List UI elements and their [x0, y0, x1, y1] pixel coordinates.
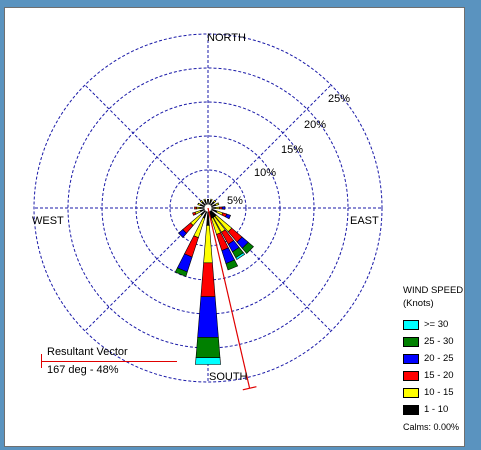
legend-swatch [403, 404, 419, 415]
petal-segment-202.5-4 [174, 267, 188, 277]
legend-label: 20 - 25 [424, 353, 454, 364]
resultant-vector-arrow [207, 207, 257, 391]
resultant-vector-line-main [207, 207, 251, 389]
petal-segment-146.25-5 [235, 252, 246, 261]
direction-label-west: WEST [32, 215, 64, 227]
legend-title: WIND SPEED [403, 285, 464, 296]
chart-frame: NORTH SOUTH WEST EAST 5% 10% 15% 20% 25%… [4, 7, 465, 447]
petal-segment-180-5 [195, 357, 221, 365]
petal-segment-315-1 [199, 199, 204, 204]
resultant-vector-line [41, 361, 177, 362]
legend-item: 1 - 10 [403, 401, 473, 418]
petal-segment-270-2 [194, 206, 197, 210]
direction-label-south: SOUTH [209, 371, 248, 383]
legend-item: >= 30 [403, 316, 473, 333]
legend-swatch [403, 353, 419, 364]
petal-segment-45-1 [212, 199, 217, 204]
petal-segment-270-0 [199, 207, 205, 209]
legend-item: 20 - 25 [403, 350, 473, 367]
grid-spoke-225 [84, 207, 209, 332]
petal-segment-90-1 [215, 206, 220, 210]
petal-segment-135-4 [241, 241, 254, 254]
wind-rose-chart: NORTH SOUTH WEST EAST 5% 10% 15% 20% 25% [32, 32, 383, 391]
labels: NORTH SOUTH WEST EAST 5% 10% 15% 20% 25% [32, 32, 379, 383]
legend-item: 25 - 30 [403, 333, 473, 350]
petal-segment-247.5-2 [192, 211, 197, 216]
petal-segment-180-1 [203, 225, 213, 264]
petals [174, 198, 254, 365]
legend-swatch [403, 387, 419, 398]
petal-segment-90-3 [221, 206, 226, 210]
legend-swatch [403, 370, 419, 381]
grid-spoke-45 [207, 84, 332, 209]
petal-segment-90-2 [219, 206, 223, 210]
petal-segment-180-4 [195, 337, 221, 359]
petal-segment-112.5-3 [225, 213, 232, 220]
resultant-vector-value: 167 deg - 48% [47, 364, 119, 376]
resultant-vector-end-tick [242, 386, 257, 391]
calms-value: Calms: 0.00% [403, 422, 460, 432]
petal-segment-292.5-1 [197, 202, 202, 206]
ring-label-25: 25% [328, 93, 350, 105]
direction-label-north: NORTH [207, 32, 246, 44]
petal-segment-0-0 [206, 199, 210, 205]
legend-swatch [403, 336, 419, 347]
grid-spoke-135 [207, 207, 332, 332]
legend-label: 25 - 30 [424, 336, 454, 347]
legend-item: 15 - 20 [403, 367, 473, 384]
legend-label: 10 - 15 [424, 387, 454, 398]
grid-spoke-315 [84, 84, 209, 209]
direction-label-east: EAST [350, 215, 379, 227]
resultant-vector-title: Resultant Vector [47, 346, 128, 358]
petal-segment-337.5-1 [203, 198, 206, 202]
petal-segment-67.5-1 [214, 202, 220, 206]
legend-item: 10 - 15 [403, 384, 473, 401]
grid-ring-25 [33, 33, 383, 383]
petal-segment-90-0 [211, 207, 216, 209]
ring-label-5: 5% [227, 195, 243, 207]
ring-label-10: 10% [254, 167, 276, 179]
ring-label-15: 15% [281, 144, 303, 156]
legend-units: (Knots) [403, 298, 434, 309]
resultant-vector-tick [41, 354, 42, 368]
petal-segment-180-3 [197, 296, 219, 338]
petal-segment-157.5-4 [225, 259, 239, 271]
ring-label-20: 20% [304, 119, 326, 131]
legend-swatch [403, 319, 419, 330]
legend-label: 1 - 10 [424, 404, 449, 415]
petal-segment-180-2 [200, 262, 216, 298]
legend-label: >= 30 [424, 319, 449, 330]
legend-label: 15 - 20 [424, 370, 454, 381]
petal-segment-225-3 [178, 229, 187, 238]
petal-segment-270-1 [196, 206, 201, 210]
wind-speed-legend: WIND SPEED (Knots) >= 30 25 - 30 20 - 25… [403, 284, 473, 432]
petal-segment-22.5-1 [210, 198, 213, 202]
